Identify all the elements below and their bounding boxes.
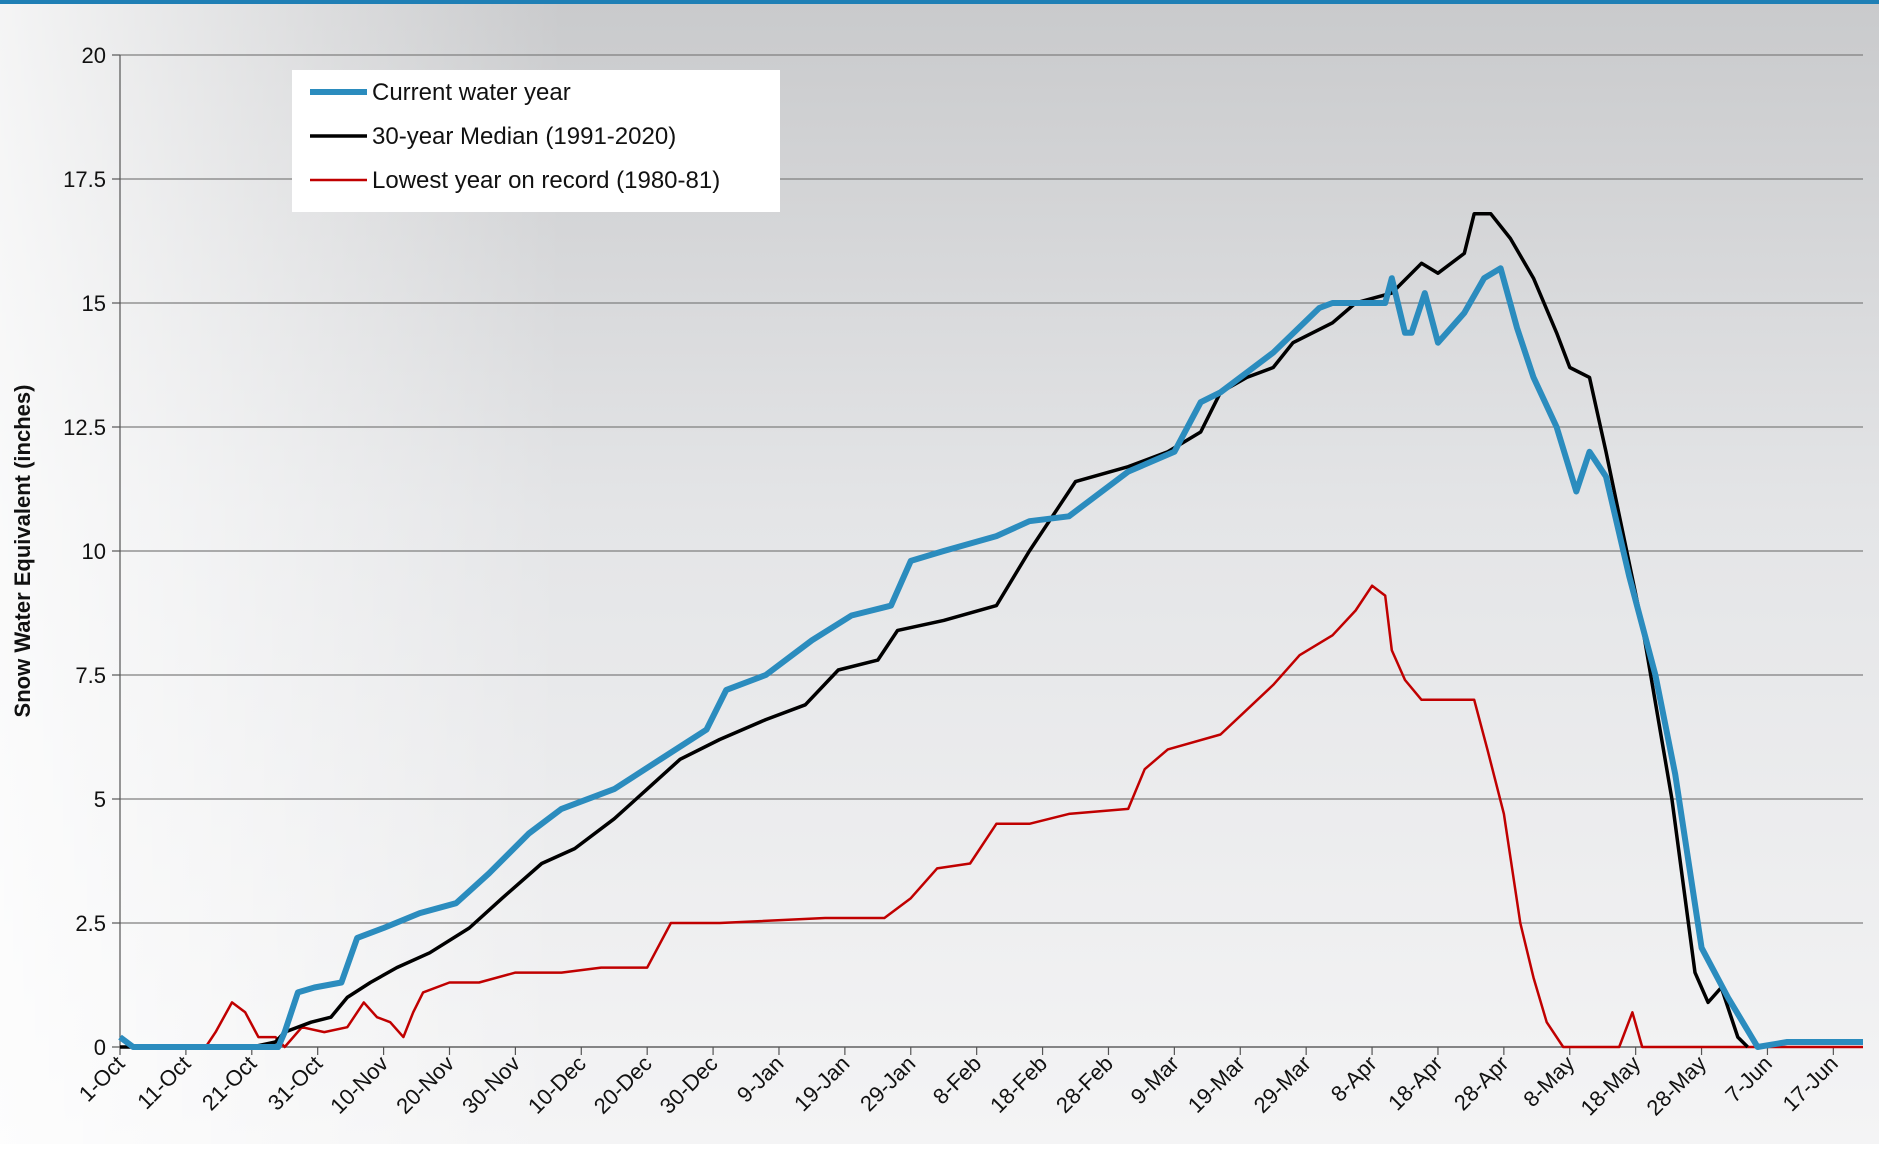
legend-label: Lowest year on record (1980-81)	[372, 167, 720, 194]
legend-label: 30-year Median (1991-2020)	[372, 123, 676, 150]
y-tick-label: 15	[82, 291, 106, 316]
chart: Snow Water Equivalent (inches) 0 2.5 5 7.5 1…	[0, 0, 1879, 1144]
y-tick-label: 17.5	[63, 167, 106, 192]
top-border	[0, 0, 1879, 4]
y-tick-label: 5	[94, 787, 106, 812]
y-tick-label: 20	[82, 43, 106, 68]
y-tick-label: 7.5	[75, 663, 106, 688]
y-tick-label: 2.5	[75, 911, 106, 936]
legend: Current water year 30-year Median (1991-2…	[292, 70, 780, 212]
y-tick-label: 0	[94, 1035, 106, 1060]
legend-label: Current water year	[372, 79, 571, 106]
y-axis-label: Snow Water Equivalent (inches)	[10, 385, 35, 718]
background-glow	[0, 0, 1879, 1144]
y-tick-label: 12.5	[63, 415, 106, 440]
y-tick-label: 10	[82, 539, 106, 564]
